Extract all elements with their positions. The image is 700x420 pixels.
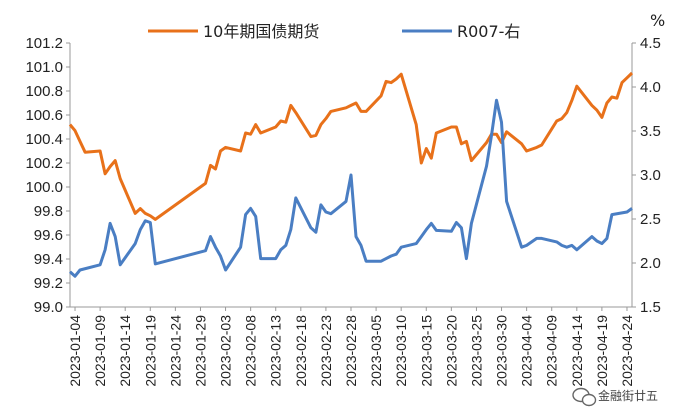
x-tick-label: 2023-03-25 (468, 315, 484, 387)
left-tick-label: 101.2 (25, 35, 63, 52)
series-line-bond-futures (68, 71, 634, 221)
right-axis-unit: % (650, 11, 665, 30)
x-tick-label: 2023-01-09 (92, 315, 108, 387)
x-tick-label: 2023-04-09 (544, 315, 560, 387)
x-tick-label: 2023-04-04 (519, 315, 535, 387)
right-tick-label: 2.5 (640, 211, 661, 228)
x-tick-label: 2023-03-10 (393, 315, 409, 387)
left-tick-label: 99.6 (34, 227, 63, 244)
x-tick-label: 2023-02-13 (268, 315, 284, 387)
left-tick-label: 99.8 (34, 203, 63, 220)
legend-label-r007: R007-右 (457, 22, 520, 41)
right-tick-label: 3.5 (640, 123, 661, 140)
right-tick-label: 4.5 (640, 35, 661, 52)
left-tick-label: 99.2 (34, 275, 63, 292)
x-tick-label: 2023-02-03 (218, 315, 234, 387)
x-tick-label: 2023-01-24 (167, 315, 183, 387)
watermark-text: 金融街廿五 (598, 388, 658, 403)
left-tick-label: 101.0 (25, 59, 63, 76)
wechat-bubble-right (581, 393, 597, 407)
left-tick-label: 100.2 (25, 155, 63, 172)
x-tick-label: 2023-02-08 (243, 315, 259, 387)
left-tick-label: 99.0 (34, 299, 63, 316)
wechat-icon (572, 387, 597, 407)
x-tick-label: 2023-04-24 (619, 315, 635, 387)
x-tick-label: 2023-03-05 (368, 315, 384, 387)
legend: 10年期国债期货 R007-右 (148, 22, 520, 41)
x-axis-ticks: 2023-01-04 2023-01-09 2023-01-14 2023-01-19… (67, 307, 635, 387)
x-tick-label: 2023-02-23 (318, 315, 334, 387)
x-tick-label: 2023-01-04 (67, 315, 83, 387)
x-tick-label: 2023-01-19 (142, 315, 158, 387)
x-tick-label: 2023-04-19 (594, 315, 610, 387)
watermark: 金融街廿五 (572, 387, 658, 407)
x-tick-label: 2023-04-14 (569, 315, 585, 387)
left-tick-label: 100.6 (25, 107, 63, 124)
x-tick-label: 2023-02-28 (343, 315, 359, 387)
x-tick-label: 2023-02-18 (293, 315, 309, 387)
right-tick-label: 1.5 (640, 299, 661, 316)
right-axis-ticks: 1.5 2.0 2.5 3.0 3.5 4.0 4.5 (632, 35, 661, 316)
right-tick-label: 4.0 (640, 79, 661, 96)
left-tick-label: 99.4 (34, 251, 63, 268)
right-tick-label: 3.0 (640, 167, 661, 184)
left-tick-label: 100.8 (25, 83, 63, 100)
left-tick-label: 100.4 (25, 131, 63, 148)
series-layer (68, 71, 634, 278)
x-tick-label: 2023-01-14 (117, 315, 133, 387)
left-axis-ticks: 99.0 99.2 99.4 99.6 99.8 100.0 100.2 100.4 100.6… (25, 35, 70, 316)
x-tick-label: 2023-03-20 (443, 315, 459, 387)
legend-label-bond-futures: 10年期国债期货 (203, 22, 319, 41)
right-tick-label: 2.0 (640, 255, 661, 272)
x-tick-label: 2023-01-29 (192, 315, 208, 387)
series-line-r007 (69, 98, 633, 278)
x-tick-label: 2023-03-30 (494, 315, 510, 387)
x-tick-label: 2023-03-15 (418, 315, 434, 387)
left-tick-label: 100.0 (25, 179, 63, 196)
